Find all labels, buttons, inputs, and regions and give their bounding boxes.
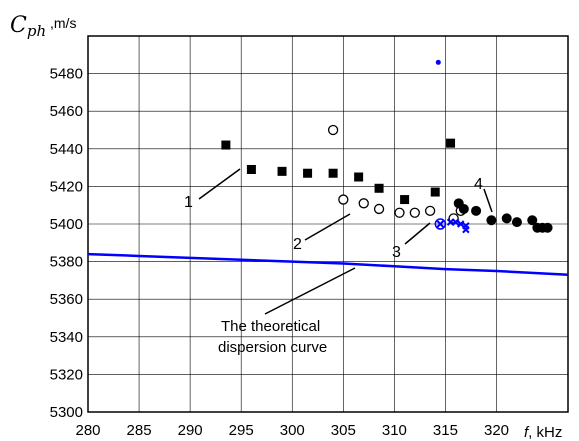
data-point-cross [451,218,460,226]
x-axis-unit: , kHz [528,424,562,441]
data-point-open-circle [409,207,420,218]
y-tick-label: 5380 [50,254,83,271]
y-axis-symbol: C [10,13,27,38]
x-axis-label: f, kHz [524,424,562,441]
data-point-square [354,172,364,182]
data-point-filled-circle [471,205,482,216]
data-point-open-circle [327,124,339,136]
data-point-cross [436,220,445,228]
data-point-cross [457,220,465,228]
curve-label-line-2: dispersion curve [218,339,327,356]
series-label-2: 2 [293,236,302,253]
grid [87,36,568,413]
x-tick-label: 320 [484,422,509,439]
series-label-1: 1 [184,194,193,211]
y-tick-label: 5420 [50,178,83,195]
curve-label-line-1: The theoretical [221,318,320,335]
data-points [221,59,553,234]
data-point-ring [434,218,447,230]
y-tick-label: 5360 [50,291,83,308]
series-label-3: 3 [392,244,401,261]
x-tick-label: 310 [382,422,407,439]
data-point-filled-circle [486,215,497,226]
y-tick-label: 5440 [50,141,83,158]
data-point-cross [462,225,470,234]
data-point-open-circle [394,207,405,218]
leader-1 [198,168,241,200]
data-point-open-circle [424,205,436,216]
plot-frame [87,35,569,413]
y-tick-label: 5400 [50,216,83,233]
x-tick-label: 280 [75,422,100,439]
leader-4 [483,188,493,213]
data-point-filled-circle [542,222,553,233]
x-tick-label: 300 [280,422,305,439]
theoretical-dispersion-curve [87,252,569,277]
data-point-filled-circle [527,215,538,226]
data-point-open-circle [358,198,369,209]
data-point-dot [435,59,441,65]
data-point-square [374,183,384,193]
x-tick-label: 285 [127,422,152,439]
data-point-square [328,168,338,178]
data-point-square [303,168,313,178]
data-point-filled-circle [458,203,469,214]
data-point-square [446,138,456,148]
leader-2 [304,213,351,241]
x-tick-label: 290 [178,422,203,439]
y-tick-label: 5480 [50,66,83,83]
y-tick-label: 5320 [50,366,83,383]
x-tick-label: 295 [229,422,254,439]
y-axis-subscript: ph [27,22,46,40]
data-point-filled-circle [501,213,512,224]
y-axis-unit: ,m/s [46,15,76,31]
leader-curve-label [264,267,356,315]
data-point-square [400,195,410,205]
x-tick-labels: 280 285 290 295 300 305 310 315 320 [75,422,509,439]
y-axis-label: Cph ,m/s [10,13,76,40]
data-point-open-circle [338,194,349,205]
y-tick-label: 5340 [50,329,83,346]
data-point-filled-circle [511,217,522,228]
series-label-4: 4 [474,176,483,193]
annotation-leaders [198,168,493,315]
data-point-square [430,187,440,197]
data-point-square [246,164,256,174]
x-tick-label: 305 [331,422,356,439]
leader-3 [404,222,431,245]
y-tick-label: 5460 [50,103,83,120]
data-point-square [221,140,231,150]
x-axis-symbol: f [524,424,530,441]
y-tick-labels: 5300 5320 5340 5360 5380 5400 5420 5440 5460 5480 [50,66,83,421]
y-tick-label: 5300 [50,404,83,421]
data-point-open-circle [373,203,385,215]
data-point-square [277,166,287,176]
x-tick-label: 315 [433,422,458,439]
